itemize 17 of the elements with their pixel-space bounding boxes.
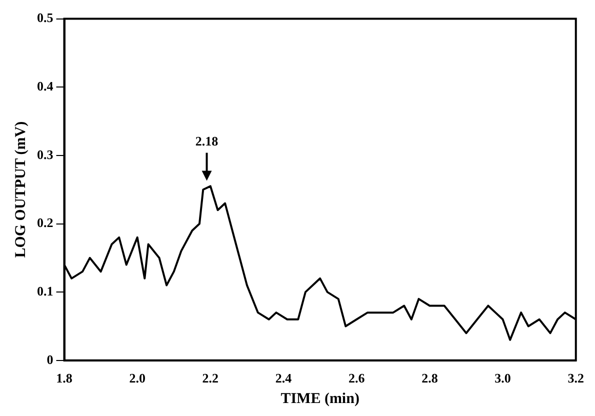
x-tick-label: 3.0: [494, 370, 511, 386]
x-tick-label: 2.4: [275, 370, 292, 386]
x-tick-label: 1.8: [56, 370, 73, 386]
y-tick-label: 0: [46, 352, 54, 367]
x-tick-label: 2.0: [129, 370, 146, 386]
x-tick-label: 3.2: [568, 370, 584, 386]
annotation: 2.18: [195, 134, 219, 149]
x-axis-title: TIME (min): [280, 390, 360, 407]
y-tick-label: 0.4: [37, 78, 54, 94]
y-tick-label: 0.5: [37, 10, 54, 26]
x-tick-label: 2.2: [202, 370, 219, 386]
y-tick-label: 0.3: [37, 146, 54, 162]
y-tick-label: 0.2: [37, 215, 54, 230]
x-tick-label: 2.6: [348, 370, 366, 386]
x-tick-label: 2.8: [422, 370, 438, 386]
y-tick-label: 0.1: [37, 283, 54, 298]
y-axis-title: LOG OUTPUT (mV): [12, 121, 29, 258]
